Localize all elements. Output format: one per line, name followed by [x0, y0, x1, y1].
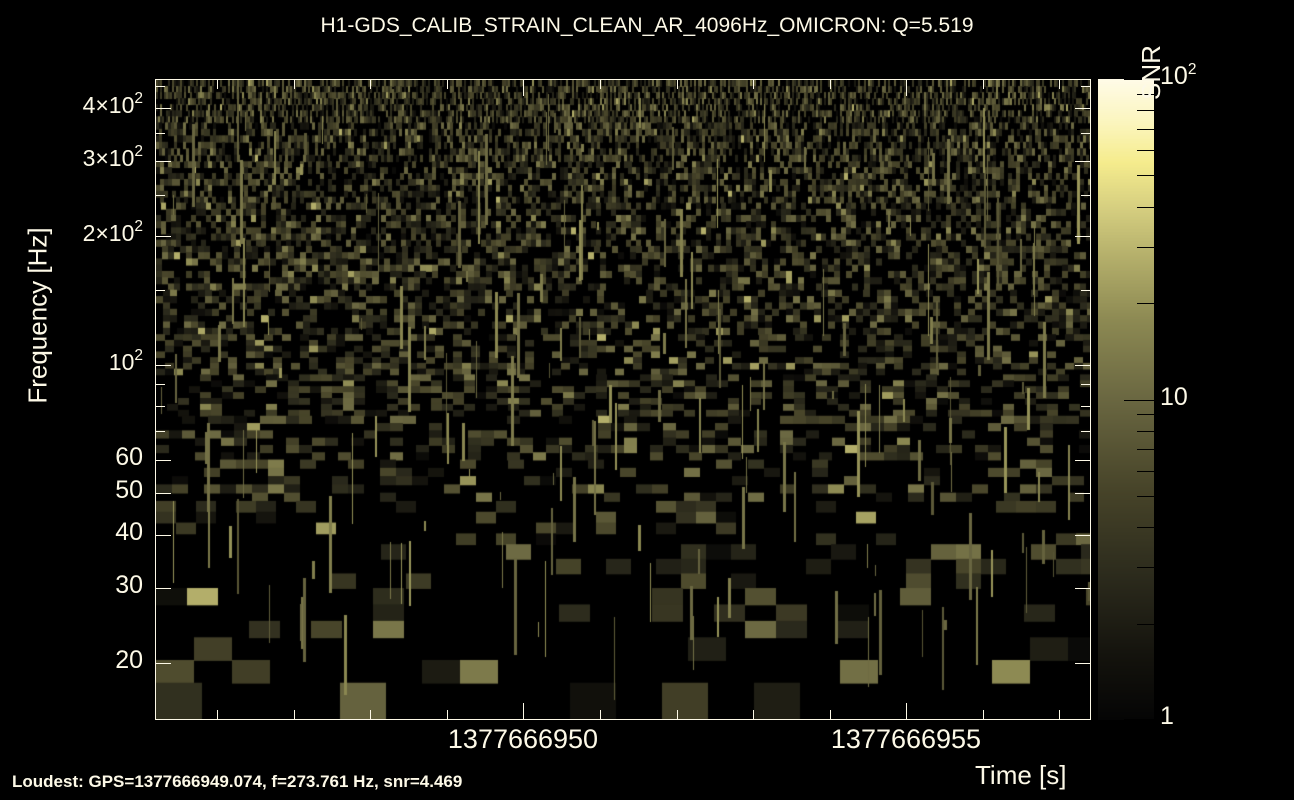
colorbar-title: SNR	[1136, 45, 1166, 100]
y-axis-tick-label: 30	[115, 571, 143, 599]
x-axis-title: Time [s]	[975, 760, 1067, 790]
y-axis-tick-label: 20	[115, 646, 143, 674]
colorbar-tick-label: 10	[1160, 383, 1188, 411]
spectrogram-plot[interactable]	[155, 79, 1091, 720]
spectrogram-heatmap[interactable]	[156, 80, 1090, 719]
y-axis-tick-label: 4×102	[82, 90, 143, 118]
x-axis-tick-label: 1377666955	[830, 724, 982, 754]
x-axis-tick-label: 1377666950	[447, 724, 599, 754]
y-axis-tick-label: 40	[115, 518, 143, 546]
loudest-event-note: Loudest: GPS=1377666949.074, f=273.761 H…	[12, 772, 463, 791]
y-axis-title: Frequency [Hz]	[22, 227, 53, 404]
y-axis-tick-label: 3×102	[82, 143, 143, 171]
colorbar-tick-label: 102	[1160, 61, 1197, 90]
colorbar-tick-label: 1	[1160, 702, 1174, 730]
colorbar-gradient	[1098, 79, 1154, 720]
y-axis-tick-label: 2×102	[82, 218, 143, 246]
page-title: H1-GDS_CALIB_STRAIN_CLEAN_AR_4096Hz_OMIC…	[320, 14, 974, 37]
y-axis-tick-label: 102	[108, 347, 143, 375]
y-axis-tick-label: 60	[115, 443, 143, 471]
colorbar[interactable]	[1098, 79, 1154, 720]
y-axis-tick-label: 50	[115, 476, 143, 504]
